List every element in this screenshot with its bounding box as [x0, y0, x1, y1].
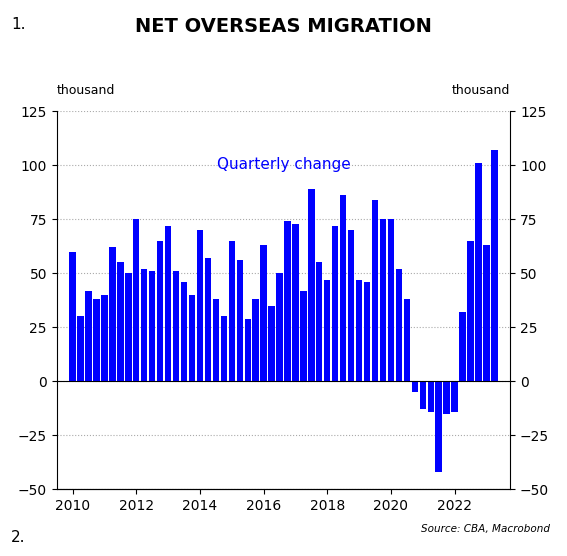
Bar — [364, 282, 370, 381]
Bar — [435, 381, 442, 472]
Bar — [77, 316, 84, 381]
Bar — [483, 245, 490, 381]
Text: Source: CBA, Macrobond: Source: CBA, Macrobond — [421, 524, 550, 534]
Bar — [244, 319, 251, 381]
Bar — [404, 299, 410, 381]
Bar — [94, 299, 100, 381]
Bar — [475, 163, 481, 381]
Text: 1.: 1. — [11, 17, 26, 32]
Bar — [340, 196, 346, 381]
Bar — [324, 280, 331, 381]
Bar — [451, 381, 458, 411]
Text: 2.: 2. — [11, 530, 26, 545]
Bar — [443, 381, 450, 414]
Bar — [459, 312, 466, 381]
Bar — [165, 226, 171, 381]
Bar — [380, 219, 386, 381]
Bar — [69, 252, 76, 381]
Bar — [316, 262, 323, 381]
Bar — [117, 262, 124, 381]
Text: Quarterly change: Quarterly change — [217, 157, 350, 172]
Bar — [491, 150, 498, 381]
Bar — [276, 273, 283, 381]
Bar — [205, 258, 211, 381]
Bar — [348, 230, 354, 381]
Bar — [268, 306, 275, 381]
Bar — [181, 282, 187, 381]
Bar — [252, 299, 259, 381]
Bar — [467, 241, 473, 381]
Bar — [284, 221, 291, 381]
Bar — [221, 316, 227, 381]
Text: NET OVERSEAS MIGRATION: NET OVERSEAS MIGRATION — [135, 17, 432, 36]
Text: thousand: thousand — [57, 85, 115, 97]
Bar — [308, 189, 315, 381]
Bar — [189, 295, 195, 381]
Bar — [197, 230, 203, 381]
Bar — [388, 219, 394, 381]
Bar — [86, 291, 92, 381]
Bar — [428, 381, 434, 411]
Bar — [149, 271, 155, 381]
Bar — [101, 295, 108, 381]
Bar — [109, 247, 116, 381]
Bar — [229, 241, 235, 381]
Text: thousand: thousand — [452, 85, 510, 97]
Bar — [173, 271, 179, 381]
Bar — [412, 381, 418, 392]
Bar — [141, 269, 147, 381]
Bar — [396, 269, 402, 381]
Bar — [292, 224, 299, 381]
Bar — [260, 245, 267, 381]
Bar — [125, 273, 132, 381]
Bar — [300, 291, 307, 381]
Bar — [133, 219, 139, 381]
Bar — [332, 226, 338, 381]
Bar — [420, 381, 426, 409]
Bar — [236, 260, 243, 381]
Bar — [157, 241, 163, 381]
Bar — [213, 299, 219, 381]
Bar — [356, 280, 362, 381]
Bar — [372, 200, 378, 381]
